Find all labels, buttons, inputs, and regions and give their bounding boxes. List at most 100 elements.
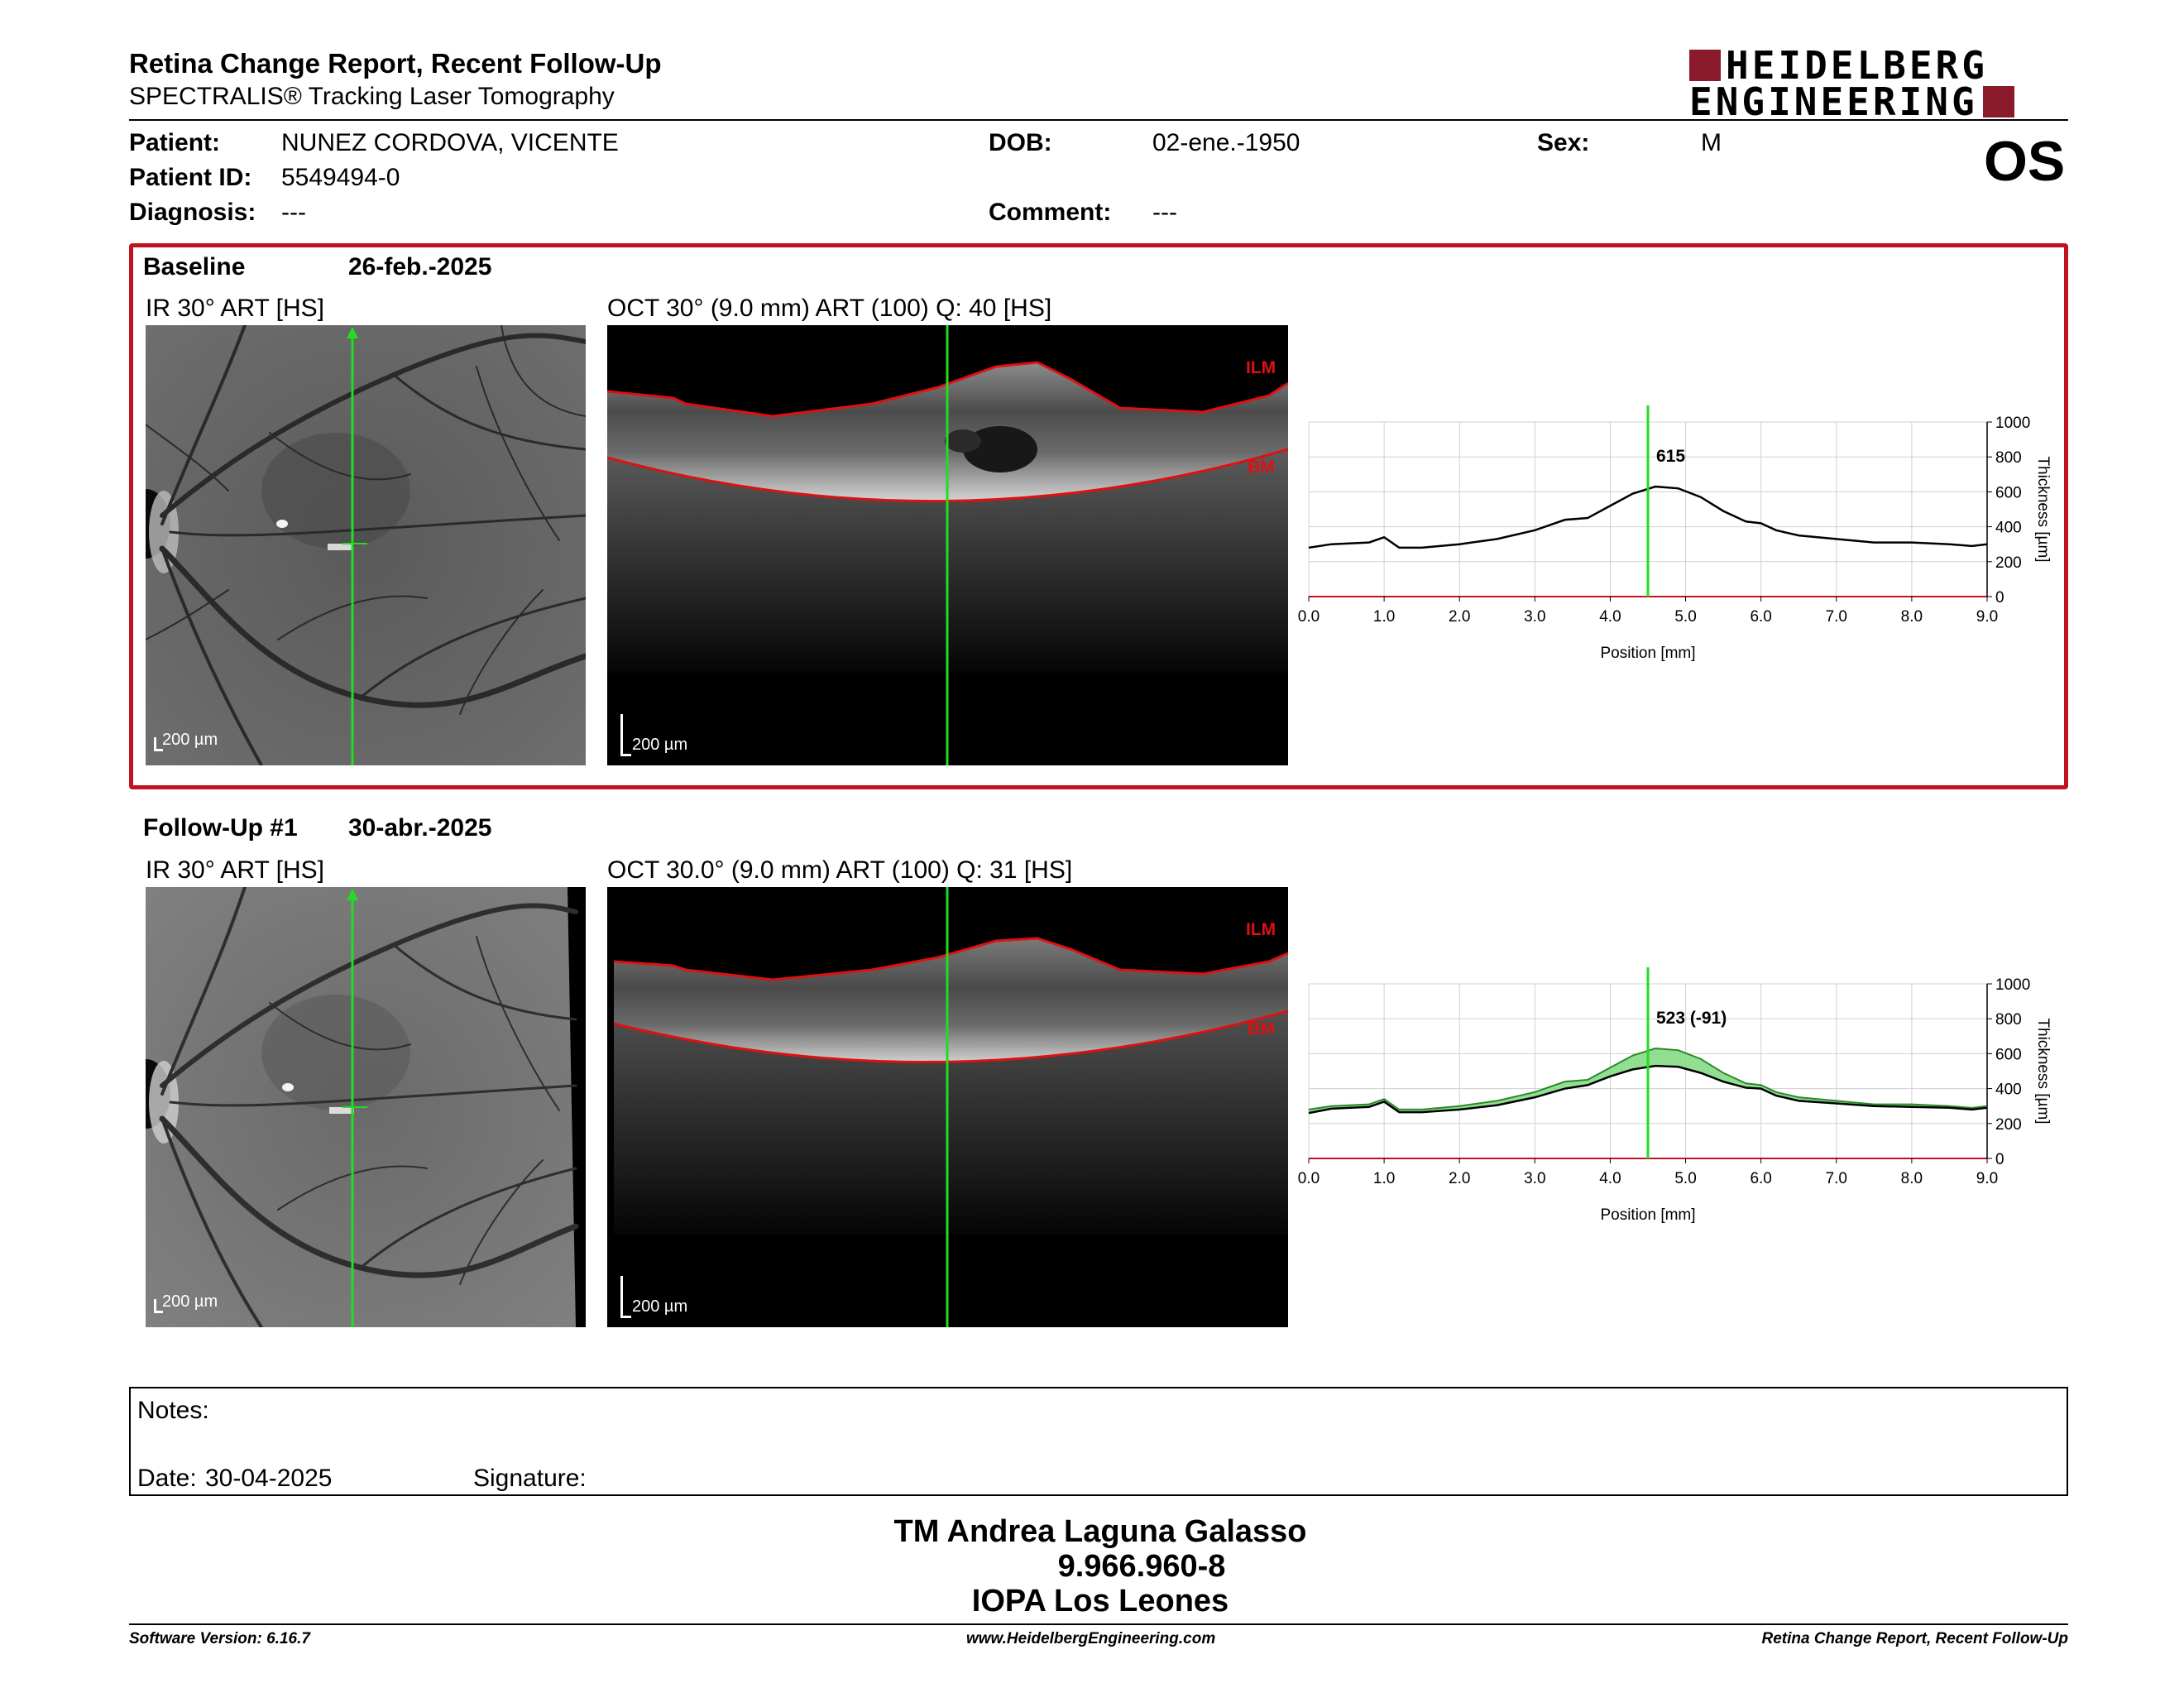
- software-version: Software Version: 6.16.7: [129, 1630, 310, 1647]
- fundus-svg: [146, 325, 586, 765]
- baseline-ir-scalebar: 200 µm: [154, 731, 218, 751]
- patient-label: Patient:: [129, 129, 221, 156]
- followup-oct-bscan-image: ILM BM 200 µm: [607, 887, 1288, 1327]
- baseline-ir-fundus-image: 200 µm: [146, 325, 586, 765]
- baseline-frame: [129, 243, 2068, 789]
- logo-square-icon: [1689, 50, 1721, 81]
- chart-x-tick-label: 1.0: [1373, 1170, 1395, 1187]
- baseline-oct-bscan-image: ILM BM 200 µm: [607, 325, 1288, 765]
- signer-name: TM Andrea Laguna Galasso: [893, 1514, 1307, 1549]
- chart-x-tick-label: 7.0: [1826, 1170, 1847, 1187]
- chart-y-axis-label: Thickness [µm]: [2034, 456, 2052, 562]
- chart-x-tick-label: 6.0: [1750, 608, 1771, 626]
- baseline-bm-label: BM: [1248, 458, 1275, 477]
- chart-x-tick-label: 3.0: [1524, 1170, 1545, 1187]
- baseline-thickness-chart: 0.0 1.0 2.0 3.0 4.0 5.0 6.0 7.0 8.0 9.00 200 400 600…: [1298, 405, 2052, 662]
- followup-label: Follow-Up #1: [143, 814, 298, 842]
- logo-line1: HEIDELBERG: [1726, 43, 1988, 88]
- chart-x-tick-label: 0.0: [1298, 1170, 1320, 1187]
- comment-label: Comment:: [989, 199, 1112, 226]
- chart-y-tick-label: 0: [1995, 589, 2004, 607]
- chart-x-tick-label: 3.0: [1524, 608, 1545, 626]
- chart-series-line-baseline: [1308, 1048, 1988, 1110]
- eye-label: OS: [1984, 130, 2066, 193]
- notes-date-value: 30-04-2025: [205, 1465, 333, 1492]
- followup-bm-label: BM: [1248, 1019, 1275, 1038]
- chart-y-tick-label: 400: [1995, 520, 2022, 537]
- baseline-date: 26-feb.-2025: [348, 253, 492, 281]
- chart-x-tick-label: 8.0: [1901, 608, 1923, 626]
- website-link[interactable]: www.HeidelbergEngineering.com: [966, 1630, 1216, 1647]
- patient-name: NUNEZ CORDOVA, VICENTE: [281, 129, 619, 156]
- chart-x-axis-label: Position [mm]: [1600, 645, 1695, 662]
- report-title: Retina Change Report, Recent Follow-Up: [129, 48, 662, 79]
- chart-y-tick-label: 1000: [1995, 976, 2030, 994]
- followup-ir-label: IR 30° ART [HS]: [146, 856, 324, 884]
- chart-y-tick-label: 600: [1995, 484, 2022, 501]
- dob-label: DOB:: [989, 129, 1052, 156]
- chart-y-tick-label: 200: [1995, 554, 2022, 572]
- chart-y-tick-label: 800: [1995, 1011, 2022, 1029]
- chart-x-tick-label: 8.0: [1901, 1170, 1923, 1187]
- sex-value: M: [1701, 129, 1722, 156]
- followup-oct-scale-text: 200 µm: [632, 1297, 688, 1316]
- chart-y-tick-label: 0: [1995, 1151, 2004, 1168]
- notes-date-label: Date:: [137, 1465, 197, 1492]
- patient-id: 5549494-0: [281, 164, 400, 191]
- followup-ir-fundus-image: 200 µm: [146, 887, 586, 1327]
- followup-oct-label: OCT 30.0° (9.0 mm) ART (100) Q: 31 [HS]: [607, 856, 1073, 884]
- chart-y-tick-label: 200: [1995, 1116, 2022, 1134]
- chart-series-line: [1308, 485, 1988, 549]
- chart-y-tick-label: 800: [1995, 449, 2022, 467]
- logo-line2: ENGINEERING: [1689, 79, 1978, 124]
- sex-label: Sex:: [1537, 129, 1590, 156]
- chart-x-tick-label: 7.0: [1826, 608, 1847, 626]
- oct-svg: [607, 325, 1288, 765]
- heidelberg-logo-line2: ENGINEERING: [1689, 83, 2014, 121]
- baseline-ir-label: IR 30° ART [HS]: [146, 295, 324, 322]
- oct-svg: [613, 887, 1288, 1327]
- diagnosis-value: ---: [281, 199, 306, 226]
- notes-box[interactable]: Notes: Date: 30-04-2025 Signature:: [129, 1387, 2068, 1496]
- signer-institution: IOPA Los Leones: [971, 1584, 1229, 1618]
- chart-x-tick-label: 1.0: [1373, 608, 1395, 626]
- footer-divider: [129, 1623, 2068, 1625]
- chart-y-tick-label: 1000: [1995, 415, 2030, 432]
- baseline-ir-scale-text: 200 µm: [162, 731, 218, 749]
- heidelberg-logo: HEIDELBERG: [1689, 46, 1988, 84]
- chart-marker-value-label: 523 (-91): [1656, 1009, 1727, 1028]
- chart-x-tick-label: 5.0: [1674, 1170, 1696, 1187]
- notes-label: Notes:: [137, 1397, 209, 1424]
- header-divider: [129, 119, 2068, 121]
- diagnosis-label: Diagnosis:: [129, 199, 256, 226]
- chart-x-tick-label: 5.0: [1674, 608, 1696, 626]
- chart-x-tick-label: 9.0: [1976, 608, 1998, 626]
- logo-square-icon: [1982, 86, 2014, 117]
- chart-x-tick-label: 9.0: [1976, 1170, 1998, 1187]
- followup-thickness-chart: 0.0 1.0 2.0 3.0 4.0 5.0 6.0 7.0 8.0 9.0 0 200 400 600…: [1298, 967, 2052, 1224]
- comment-value: ---: [1152, 199, 1177, 226]
- report-subtitle: SPECTRALIS® Tracking Laser Tomography: [129, 83, 615, 110]
- dob-value: 02-ene.-1950: [1152, 129, 1300, 156]
- signature-label: Signature:: [473, 1465, 587, 1492]
- chart-x-tick-label: 4.0: [1599, 608, 1621, 626]
- fundus-svg: [146, 887, 586, 1327]
- baseline-ilm-label: ILM: [1246, 358, 1276, 377]
- chart-x-tick-label: 0.0: [1298, 608, 1320, 626]
- report-name-footer: Retina Change Report, Recent Follow-Up: [1761, 1630, 2068, 1647]
- chart-x-tick-label: 2.0: [1449, 608, 1470, 626]
- followup-ir-scalebar: 200 µm: [154, 1292, 218, 1313]
- followup-ir-scale-text: 200 µm: [162, 1292, 218, 1311]
- chart-y-axis-label: Thickness [µm]: [2034, 1018, 2052, 1124]
- chart-x-axis-label: Position [mm]: [1600, 1206, 1695, 1224]
- followup-ilm-label: ILM: [1246, 920, 1276, 939]
- baseline-oct-label: OCT 30° (9.0 mm) ART (100) Q: 40 [HS]: [607, 295, 1052, 322]
- baseline-label: Baseline: [143, 253, 246, 281]
- patient-id-label: Patient ID:: [129, 164, 252, 191]
- chart-y-tick-label: 400: [1995, 1081, 2022, 1099]
- chart-x-tick-label: 4.0: [1599, 1170, 1621, 1187]
- signer-id: 9.966.960-8: [1057, 1549, 1226, 1584]
- followup-date: 30-abr.-2025: [348, 814, 492, 842]
- baseline-oct-scale-text: 200 µm: [632, 736, 688, 754]
- chart-marker-value-label: 615: [1656, 447, 1685, 466]
